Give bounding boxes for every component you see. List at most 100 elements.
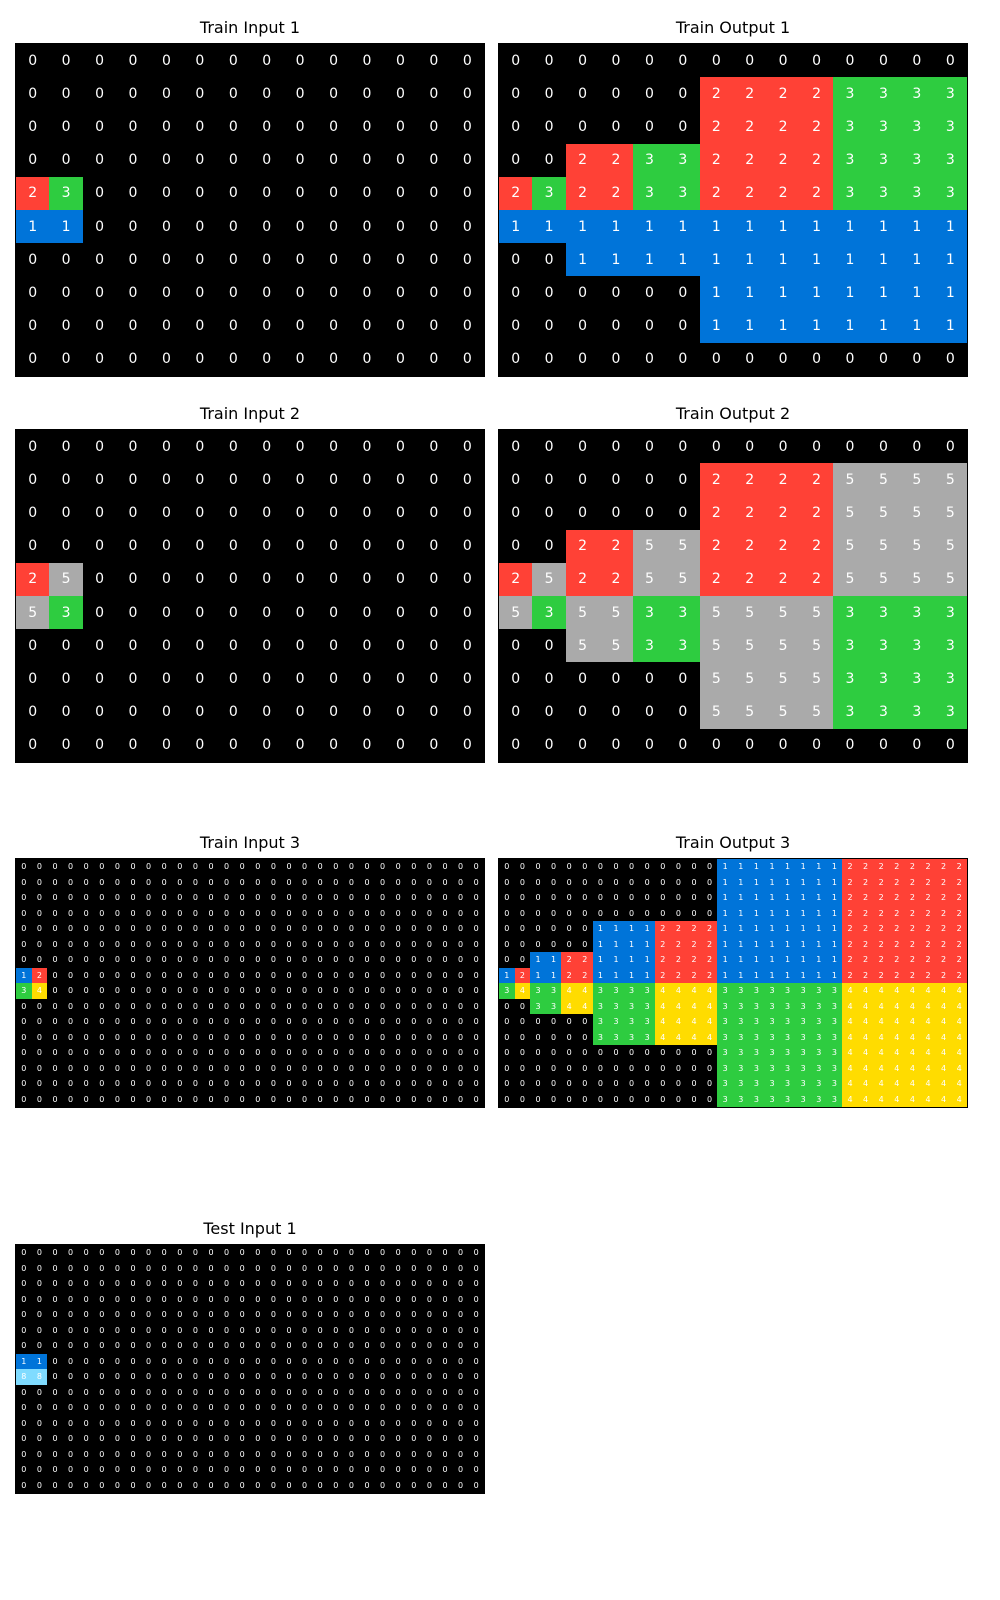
grid-cell: 0 bbox=[116, 110, 150, 144]
grid-cell: 0 bbox=[437, 952, 453, 968]
grid-cell: 0 bbox=[156, 1415, 172, 1431]
grid-cell: 0 bbox=[125, 1369, 141, 1385]
grid-cell: 0 bbox=[187, 1014, 204, 1030]
grid-cell: 0 bbox=[374, 1415, 391, 1431]
grid-cell: 0 bbox=[78, 1369, 94, 1385]
grid-cell: 0 bbox=[172, 1400, 188, 1416]
grid-cell: 0 bbox=[49, 143, 83, 177]
grid-cell: 0 bbox=[437, 1369, 453, 1385]
grid-cell: 2 bbox=[889, 967, 905, 983]
grid-cell: 3 bbox=[811, 1076, 827, 1092]
grid-cell: 5 bbox=[699, 662, 733, 696]
grid-cell: 0 bbox=[343, 1384, 360, 1400]
grid-cell: 4 bbox=[670, 983, 687, 999]
grid-cell: 0 bbox=[561, 874, 577, 890]
grid-cell: 4 bbox=[701, 1029, 718, 1045]
grid-cell: 0 bbox=[406, 952, 422, 968]
grid-cell: 0 bbox=[417, 463, 451, 497]
grid-cell: 0 bbox=[47, 921, 63, 937]
grid-cell: 0 bbox=[532, 695, 566, 729]
grid-cell: 0 bbox=[172, 1384, 188, 1400]
grid-cell: 3 bbox=[900, 662, 934, 696]
grid-cell: 4 bbox=[951, 1029, 967, 1045]
grid-cell: 0 bbox=[514, 890, 531, 906]
grid-cell: 0 bbox=[374, 1322, 391, 1338]
grid-cell: 0 bbox=[296, 1322, 313, 1338]
grid-cell: 0 bbox=[374, 983, 391, 999]
grid-cell: 0 bbox=[16, 1245, 32, 1261]
grid-cell: 0 bbox=[406, 890, 422, 906]
grid-cell: 0 bbox=[218, 1245, 235, 1261]
grid-cell: 3 bbox=[779, 998, 796, 1014]
grid-cell: 0 bbox=[140, 1384, 157, 1400]
grid-cell: 3 bbox=[748, 983, 765, 999]
grid-cell: 2 bbox=[842, 952, 858, 968]
grid-cell: 0 bbox=[234, 921, 250, 937]
grid-cell: 3 bbox=[933, 596, 967, 630]
grid-cell: 3 bbox=[826, 1060, 843, 1076]
grid-cell: 0 bbox=[437, 967, 453, 983]
grid-cell: 0 bbox=[265, 1091, 282, 1107]
grid-cell: 0 bbox=[234, 1014, 250, 1030]
grid-cell: 0 bbox=[283, 629, 317, 663]
grid-cell: 4 bbox=[889, 983, 905, 999]
grid-cell: 0 bbox=[82, 44, 117, 78]
grid-cell: 3 bbox=[764, 998, 780, 1014]
grid-cell: 0 bbox=[156, 1446, 172, 1462]
grid-cell: 0 bbox=[265, 983, 282, 999]
grid-cell: 1 bbox=[717, 936, 733, 952]
grid-cell: 0 bbox=[62, 1291, 79, 1307]
grid-cell: 0 bbox=[265, 1029, 282, 1045]
grid-cell: 8 bbox=[16, 1369, 32, 1385]
grid-cell: 1 bbox=[748, 967, 765, 983]
grid-cell: 1 bbox=[766, 276, 800, 310]
grid-cell: 0 bbox=[390, 905, 406, 921]
grid-cell: 3 bbox=[779, 1014, 796, 1030]
grid-cell: 0 bbox=[437, 1353, 453, 1369]
grid-cell: 0 bbox=[140, 1014, 157, 1030]
grid-cell: 0 bbox=[140, 1291, 157, 1307]
grid-cell: 0 bbox=[374, 859, 391, 875]
grid-cell: 0 bbox=[296, 1276, 313, 1292]
grid-cell: 0 bbox=[499, 77, 533, 111]
grid-cell: 0 bbox=[218, 1400, 235, 1416]
grid-cell: 0 bbox=[468, 983, 484, 999]
grid-cell: 0 bbox=[78, 1291, 94, 1307]
grid-cell: 0 bbox=[250, 110, 284, 144]
grid-cell: 0 bbox=[390, 1477, 406, 1493]
grid-cell: 0 bbox=[328, 998, 344, 1014]
grid-cell: 0 bbox=[125, 1014, 141, 1030]
grid-cell: 0 bbox=[452, 874, 469, 890]
grid-cell: 0 bbox=[265, 1400, 282, 1416]
grid-cell: 0 bbox=[140, 1462, 157, 1478]
grid-cell: 0 bbox=[109, 1276, 126, 1292]
grid-cell: 0 bbox=[450, 728, 484, 762]
grid-cell: 0 bbox=[343, 859, 360, 875]
grid-cell: 0 bbox=[116, 243, 150, 277]
grid-cell: 0 bbox=[156, 1353, 172, 1369]
grid-cell: 0 bbox=[250, 874, 266, 890]
grid-cell: 0 bbox=[545, 874, 562, 890]
grid-cell: 0 bbox=[31, 1029, 48, 1045]
grid-cell: 3 bbox=[623, 1014, 640, 1030]
grid-cell: 0 bbox=[639, 874, 655, 890]
grid-cell: 0 bbox=[250, 430, 284, 464]
grid-cell: 0 bbox=[316, 210, 351, 244]
grid-cell: 0 bbox=[183, 309, 217, 343]
grid-cell: 5 bbox=[499, 596, 533, 630]
grid-cell: 0 bbox=[218, 1091, 235, 1107]
grid-cell: 4 bbox=[842, 1014, 858, 1030]
grid-cell: 3 bbox=[795, 1029, 811, 1045]
grid-cell: 2 bbox=[951, 967, 967, 983]
grid-cell: 0 bbox=[343, 1245, 360, 1261]
grid-cell: 0 bbox=[452, 859, 469, 875]
grid-cell: 0 bbox=[561, 921, 577, 937]
grid-cell: 0 bbox=[452, 1260, 469, 1276]
grid-cell: 0 bbox=[265, 1369, 282, 1385]
grid-cell: 1 bbox=[811, 890, 827, 906]
grid-cell: 0 bbox=[183, 77, 217, 111]
grid-cell: 0 bbox=[499, 998, 515, 1014]
grid-cell: 0 bbox=[599, 496, 633, 530]
grid-cell: 0 bbox=[250, 983, 266, 999]
